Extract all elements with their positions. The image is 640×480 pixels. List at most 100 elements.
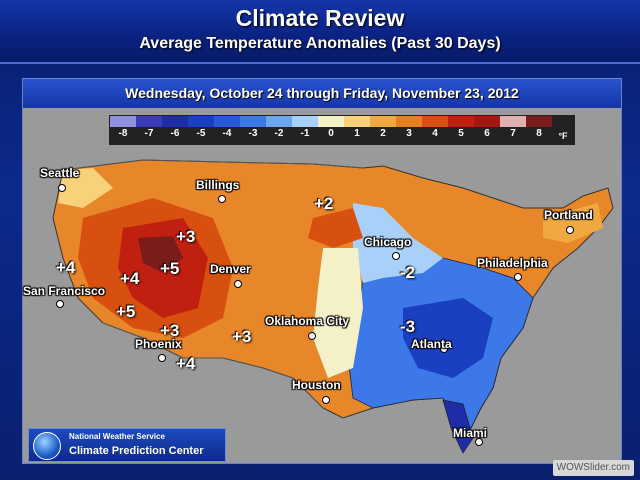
legend-item: -8 xyxy=(110,116,136,144)
anomaly-label: +3 xyxy=(176,227,196,246)
center-label: Climate Prediction Center xyxy=(69,445,204,457)
legend-label: 1 xyxy=(354,128,360,139)
city-label: Denver xyxy=(210,262,251,276)
legend-label: -3 xyxy=(248,128,258,139)
noaa-badge: National Weather Service Climate Predict… xyxy=(28,428,226,462)
anomaly-label: +5 xyxy=(116,302,136,321)
border-mexico xyxy=(102,322,324,409)
legend-item: -2 xyxy=(266,116,292,144)
neutral-band xyxy=(313,248,363,378)
legend-label: -5 xyxy=(196,128,206,139)
legend-swatch xyxy=(422,116,448,128)
legend-item: 1 xyxy=(344,116,370,144)
watermark: WOWSlider.com xyxy=(552,460,634,476)
legend-label: -7 xyxy=(144,128,154,139)
border-canada xyxy=(62,159,364,171)
title-bar: Climate Review Average Temperature Anoma… xyxy=(0,0,640,64)
city-label: Phoenix xyxy=(135,337,182,351)
city-marker xyxy=(322,396,330,404)
legend-swatch xyxy=(214,116,240,128)
city-marker xyxy=(440,345,448,353)
anomaly-map xyxy=(52,159,614,454)
city-label: Seattle xyxy=(40,166,80,180)
legend-label: 6 xyxy=(484,128,490,139)
legend-swatch xyxy=(266,116,292,128)
legend-item: 7 xyxy=(500,116,526,144)
city-marker xyxy=(566,226,574,234)
legend-label: -1 xyxy=(300,128,310,139)
city-label: Portland xyxy=(544,208,593,222)
anomaly-label: +5 xyxy=(160,259,180,278)
legend-label: 8 xyxy=(536,128,542,139)
anomaly-label: +4 xyxy=(56,258,76,277)
city-marker xyxy=(58,184,66,192)
legend-swatch xyxy=(292,116,318,128)
city-marker xyxy=(514,273,522,281)
anomaly-label: +3 xyxy=(232,327,252,346)
anomaly-label: -3 xyxy=(400,317,416,336)
hottest-core xyxy=(138,236,183,273)
legend-item: 6 xyxy=(474,116,500,144)
city-marker xyxy=(308,332,316,340)
cool-south-deep xyxy=(403,298,493,378)
legend-item: 5 xyxy=(448,116,474,144)
legend-label: 3 xyxy=(406,128,412,139)
legend-label: 0 xyxy=(328,128,334,139)
color-legend: -8 -7 -6 -5 -4 -3 -2 -1 0 1 2 3 4 5 6 7 8 °F xyxy=(109,115,575,145)
city-label: Chicago xyxy=(364,235,412,249)
city-label: Miami xyxy=(453,426,488,440)
city-marker xyxy=(158,354,166,362)
legend-item: -7 xyxy=(136,116,162,144)
anomaly-label: -2 xyxy=(400,263,416,282)
legend-label: 5 xyxy=(458,128,464,139)
city-label: Philadelphia xyxy=(477,256,548,270)
legend-label: 4 xyxy=(432,128,438,139)
northeast-warm xyxy=(543,203,603,243)
legend-item: -5 xyxy=(188,116,214,144)
legend-swatch xyxy=(500,116,526,128)
legend-item: 8 xyxy=(526,116,552,144)
legend-label: 7 xyxy=(510,128,516,139)
legend-swatch xyxy=(318,116,344,128)
legend-label: -2 xyxy=(274,128,284,139)
legend-item: 4 xyxy=(422,116,448,144)
agency-label: National Weather Service xyxy=(69,432,165,441)
legend-swatch xyxy=(136,116,162,128)
legend-swatch xyxy=(396,116,422,128)
legend-swatch xyxy=(344,116,370,128)
city-label: San Francisco xyxy=(23,284,106,298)
legend-item: 2 xyxy=(370,116,396,144)
legend-label: -6 xyxy=(170,128,180,139)
city-marker xyxy=(392,252,400,260)
city-label: Houston xyxy=(292,378,341,392)
city-label: Billings xyxy=(196,178,240,192)
city-marker xyxy=(234,280,242,288)
legend-label: -4 xyxy=(222,128,232,139)
page-subtitle: Average Temperature Anomalies (Past 30 D… xyxy=(139,35,501,52)
anomaly-label: +2 xyxy=(314,194,334,213)
cool-east-light xyxy=(353,203,443,283)
legend-swatch xyxy=(526,116,552,128)
city-marker xyxy=(218,195,226,203)
city-marker xyxy=(475,438,483,446)
legend-item: -6 xyxy=(162,116,188,144)
map-panel: Wednesday, October 24 through Friday, No… xyxy=(22,78,622,464)
noaa-logo-icon xyxy=(33,432,61,460)
legend-swatch xyxy=(474,116,500,128)
legend-swatch xyxy=(448,116,474,128)
legend-label: 2 xyxy=(380,128,386,139)
legend-unit: °F xyxy=(558,131,568,141)
legend-swatch xyxy=(370,116,396,128)
legend-swatch xyxy=(188,116,214,128)
legend-item: -1 xyxy=(292,116,318,144)
legend-swatch xyxy=(162,116,188,128)
nw-cool xyxy=(58,168,113,208)
midwest-warm xyxy=(308,208,363,248)
date-range: Wednesday, October 24 through Friday, No… xyxy=(23,79,621,108)
florida xyxy=(442,399,474,454)
legend-swatch xyxy=(110,116,136,128)
city-label: Oklahoma City xyxy=(265,314,350,328)
anomaly-label: +4 xyxy=(176,354,196,373)
legend-item: 0 xyxy=(318,116,344,144)
legend-item: -4 xyxy=(214,116,240,144)
